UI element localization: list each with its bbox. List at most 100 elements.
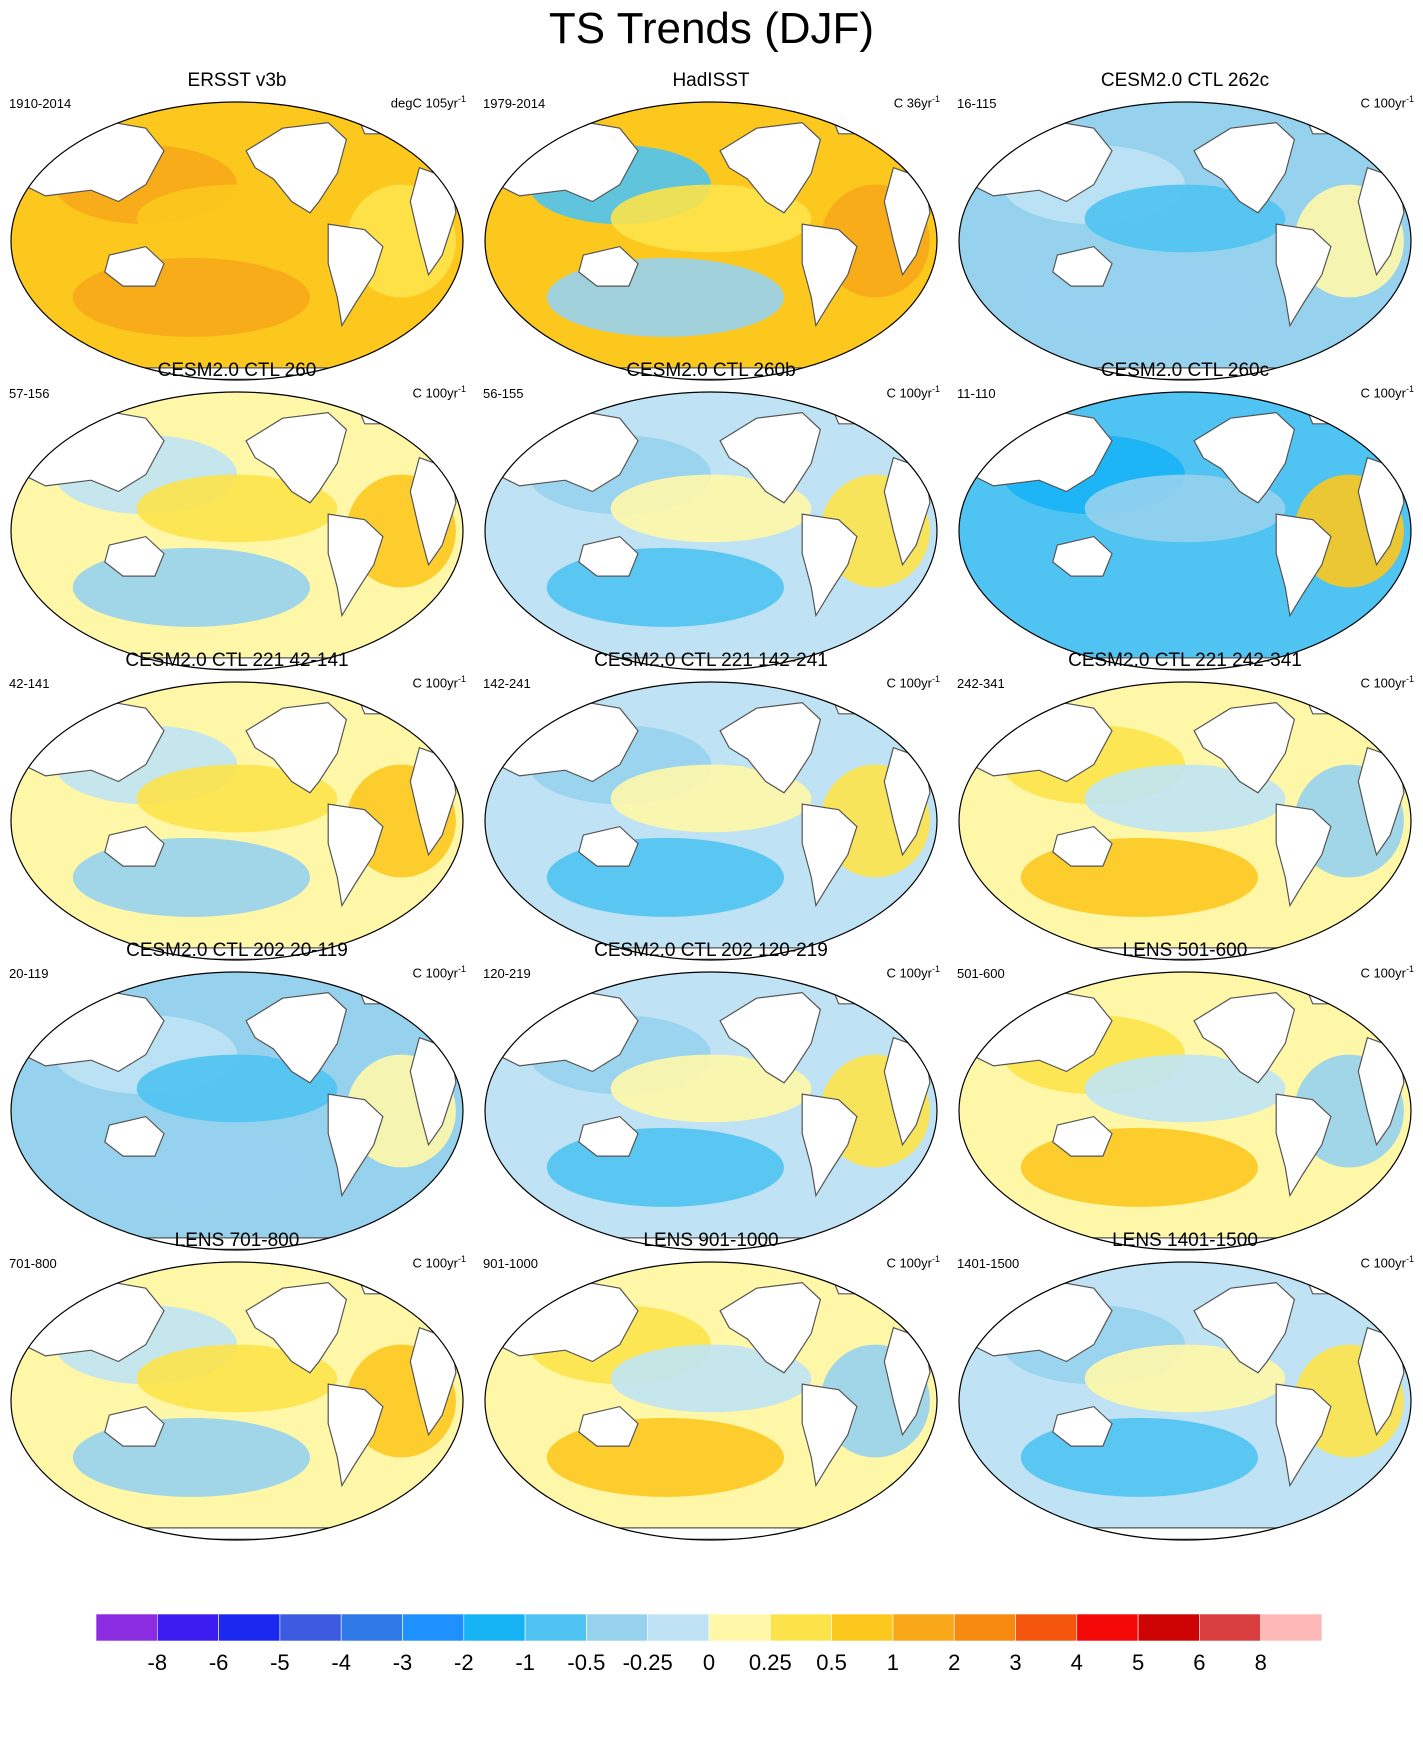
colorbar-tick-label: 8 bbox=[1254, 1650, 1267, 1675]
australia-landmass bbox=[578, 1115, 639, 1157]
colorbar-tick-label: -4 bbox=[331, 1650, 351, 1675]
colorbar-swatch bbox=[769, 1613, 832, 1642]
colorbar-swatch bbox=[218, 1613, 281, 1642]
robinson-map bbox=[10, 1261, 464, 1541]
anomaly-region bbox=[1084, 474, 1286, 543]
north-america-landmass bbox=[1193, 121, 1296, 214]
map-border bbox=[484, 971, 938, 1251]
colorbar-swatch bbox=[708, 1613, 771, 1642]
panel-title: ERSST v3b bbox=[187, 70, 287, 91]
north-america-landmass bbox=[719, 991, 822, 1084]
north-america-landmass bbox=[719, 121, 822, 214]
south-america-landmass bbox=[801, 803, 858, 908]
colorbar-swatch bbox=[1137, 1613, 1200, 1642]
map-border bbox=[958, 101, 1412, 381]
map-border bbox=[484, 681, 938, 961]
map-panel: CESM2.0 CTL 202 120-219 120-219 C 100yr-1 bbox=[474, 940, 948, 1260]
australia-landmass bbox=[1052, 535, 1113, 577]
panel-units: C 100yr-1 bbox=[1360, 674, 1414, 691]
map-border bbox=[484, 391, 938, 671]
panel-title: CESM2.0 CTL 260b bbox=[626, 360, 796, 381]
south-america-landmass bbox=[327, 1383, 384, 1488]
colorbar-tick-label: 1 bbox=[886, 1650, 900, 1675]
colorbar-swatch bbox=[340, 1613, 403, 1642]
colorbar-swatch bbox=[831, 1613, 894, 1642]
colorbar-tick-label: -2 bbox=[454, 1650, 474, 1675]
north-america-landmass bbox=[245, 991, 348, 1084]
panel-period: 42-141 bbox=[9, 676, 50, 691]
north-america-landmass bbox=[245, 1281, 348, 1374]
robinson-map bbox=[484, 101, 938, 381]
north-america-landmass bbox=[1193, 1281, 1296, 1374]
panel-units: C 100yr-1 bbox=[1360, 384, 1414, 401]
anomaly-region bbox=[1084, 764, 1286, 833]
colorbar-tick-label: 0 bbox=[702, 1650, 716, 1675]
panel-title: CESM2.0 CTL 221 242-341 bbox=[1068, 650, 1302, 671]
panel-units: C 100yr-1 bbox=[886, 964, 940, 981]
colorbar-swatch bbox=[402, 1613, 465, 1642]
australia-landmass bbox=[104, 1115, 165, 1157]
australia-landmass bbox=[578, 245, 639, 287]
map-panel: ERSST v3b 1910-2014 degC 105yr-1 bbox=[0, 70, 474, 390]
australia-landmass bbox=[1052, 1115, 1113, 1157]
colorbar-tick-label: 0.25 bbox=[748, 1650, 792, 1675]
anomaly-region bbox=[1084, 1344, 1286, 1413]
colorbar-tick-label: -0.25 bbox=[622, 1650, 673, 1675]
panel-units: C 100yr-1 bbox=[1360, 1254, 1414, 1271]
anomaly-region bbox=[136, 1054, 338, 1123]
colorbar-tick-label: 0.5 bbox=[816, 1650, 847, 1675]
panel-title: CESM2.0 CTL 221 42-141 bbox=[125, 650, 349, 671]
anomaly-region bbox=[610, 184, 812, 253]
map-panel: CESM2.0 CTL 260c 11-110 C 100yr-1 bbox=[948, 360, 1422, 680]
panel-title: CESM2.0 CTL 260 bbox=[157, 360, 317, 381]
antarctica-landmass bbox=[122, 1527, 352, 1540]
colorbar-tick-label: -3 bbox=[392, 1650, 413, 1675]
colorbar-swatch bbox=[892, 1613, 955, 1642]
antarctica-landmass bbox=[596, 1527, 826, 1540]
robinson-map bbox=[10, 391, 464, 671]
robinson-map bbox=[10, 681, 464, 961]
panel-period: 1910-2014 bbox=[9, 96, 72, 111]
anomaly-region bbox=[1084, 184, 1286, 253]
panel-period: 11-110 bbox=[957, 386, 996, 401]
robinson-map bbox=[10, 101, 464, 381]
map-border bbox=[484, 1261, 938, 1541]
colorbar-tick-label: -5 bbox=[270, 1650, 290, 1675]
north-america-landmass bbox=[245, 701, 348, 794]
robinson-map bbox=[958, 681, 1412, 961]
south-america-landmass bbox=[1275, 803, 1332, 908]
south-america-landmass bbox=[327, 803, 384, 908]
robinson-map bbox=[958, 971, 1412, 1251]
map-border bbox=[958, 391, 1412, 671]
panel-units: C 100yr-1 bbox=[886, 674, 940, 691]
australia-landmass bbox=[578, 1405, 639, 1447]
colorbar-swatch bbox=[1015, 1613, 1078, 1642]
map-panel: LENS 701-800 701-800 C 100yr-1 bbox=[0, 1230, 474, 1550]
panel-title: CESM2.0 CTL 202 120-219 bbox=[594, 940, 828, 961]
anomaly-region bbox=[1084, 1054, 1286, 1123]
map-panel: CESM2.0 CTL 260 57-156 C 100yr-1 bbox=[0, 360, 474, 680]
colorbar-tick-label: -1 bbox=[515, 1650, 535, 1675]
map-panel: CESM2.0 CTL 202 20-119 20-119 C 100yr-1 bbox=[0, 940, 474, 1260]
panel-title: CESM2.0 CTL 262c bbox=[1100, 70, 1270, 91]
north-america-landmass bbox=[1193, 411, 1296, 504]
panel-units: C 100yr-1 bbox=[1360, 94, 1414, 111]
map-border bbox=[10, 101, 464, 381]
north-america-landmass bbox=[245, 411, 348, 504]
colorbar-swatch bbox=[953, 1613, 1016, 1642]
panel-period: 242-341 bbox=[957, 676, 1005, 691]
panel-units: C 100yr-1 bbox=[412, 964, 466, 981]
south-america-landmass bbox=[1275, 513, 1332, 618]
anomaly-region bbox=[136, 474, 338, 543]
panel-period: 1401-1500 bbox=[957, 1256, 1020, 1271]
panel-units: C 100yr-1 bbox=[412, 384, 466, 401]
colorbar-tick-label: 4 bbox=[1070, 1650, 1083, 1675]
robinson-map bbox=[10, 971, 464, 1251]
panel-units: C 100yr-1 bbox=[412, 674, 466, 691]
panel-period: 120-219 bbox=[483, 966, 531, 981]
panel-units: degC 105yr-1 bbox=[390, 94, 466, 111]
south-america-landmass bbox=[1275, 1383, 1332, 1488]
antarctica-landmass bbox=[1070, 1527, 1300, 1540]
north-america-landmass bbox=[719, 1281, 822, 1374]
australia-landmass bbox=[1052, 245, 1113, 287]
